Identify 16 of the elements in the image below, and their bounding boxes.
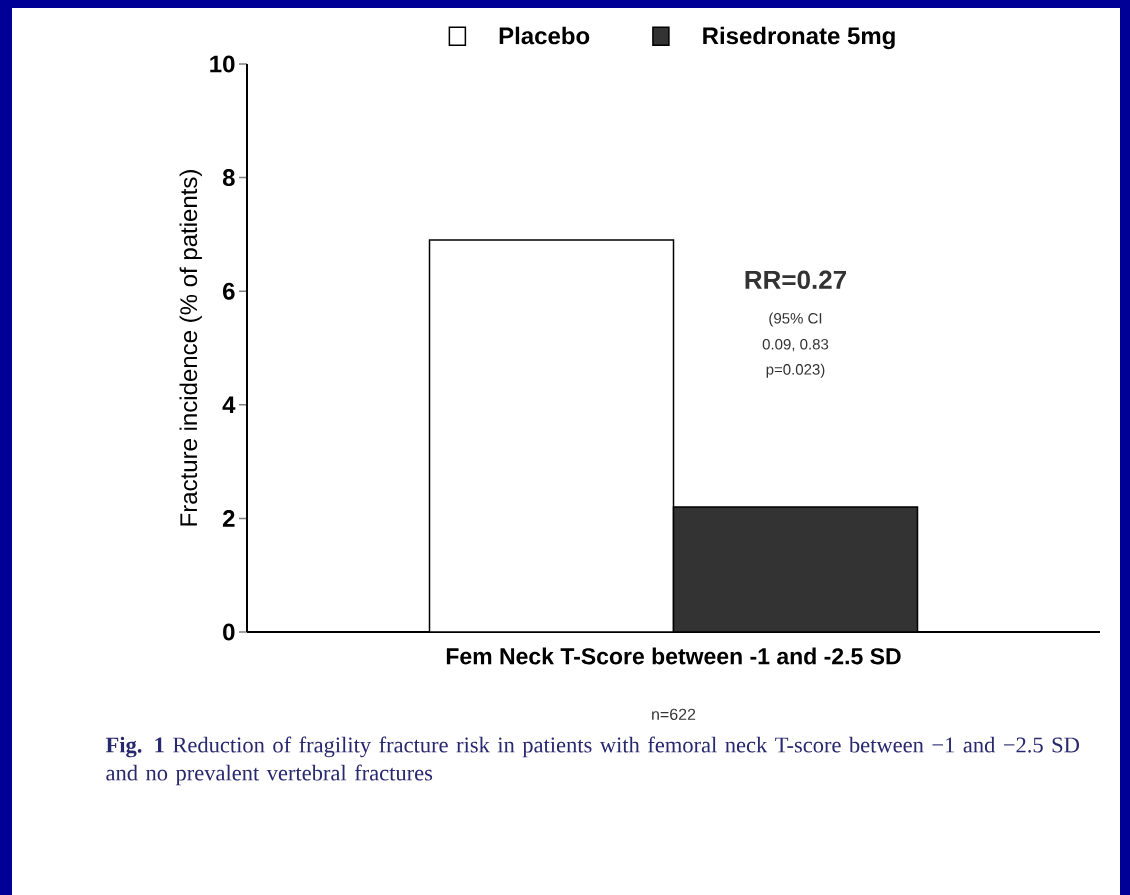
y-tick-label: 0 — [223, 623, 235, 641]
annotation: (95% CI — [769, 312, 822, 327]
y-tick-label: 8 — [222, 169, 235, 187]
y-tick-label: 2 — [222, 510, 235, 527]
y-axis-title: Fracture incidence (% of patients) — [179, 170, 202, 526]
text: n=622 — [652, 708, 696, 721]
y-tick-label: 10 — [210, 55, 235, 73]
annotation: p=0.023) — [766, 363, 825, 378]
text: Fig. 1 Reduction of fragility fracture risk in patients with femoral neck T-score between −1 and −2.5 SD and no prevalent vertebral fractures — [105, 736, 1079, 786]
legend-label: Placebo — [499, 26, 590, 45]
y-tick-label: 4 — [222, 396, 236, 414]
x-tick-label: Fem Neck T-Score between -1 and -2.5 SD — [446, 647, 901, 665]
annotation: 0.09, 0.83 — [762, 338, 829, 352]
y-tick-label: 6 — [223, 282, 235, 300]
legend-label: Risedronate 5mg — [703, 26, 895, 50]
annotation: RR=0.27 — [745, 270, 846, 290]
